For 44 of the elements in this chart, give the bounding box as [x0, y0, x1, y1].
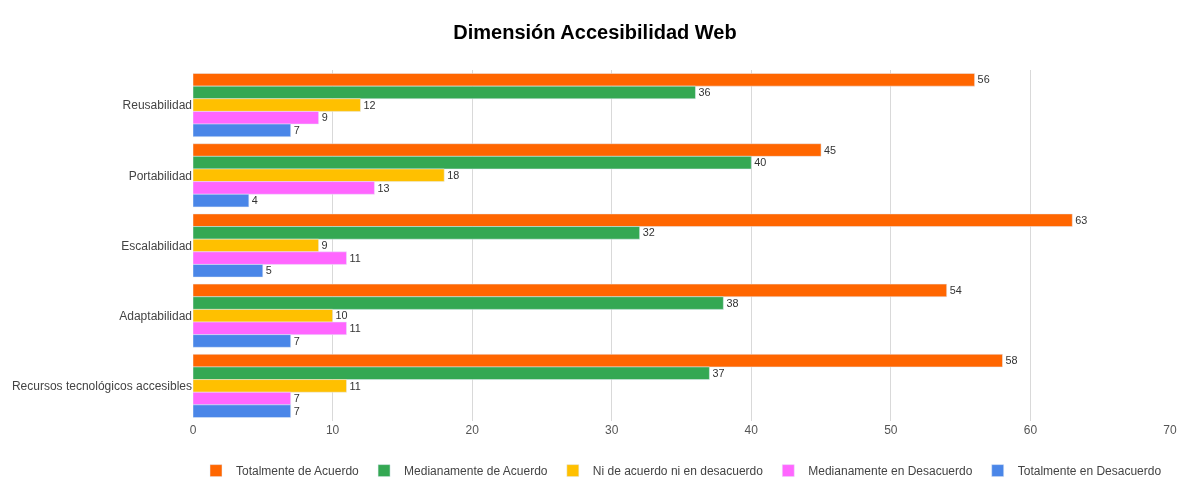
x-tick-label: 20	[465, 423, 480, 437]
data-label: 38	[726, 296, 739, 309]
data-label: 11	[349, 379, 361, 392]
legend-label: Totalmente en Desacuerdo	[1017, 464, 1162, 479]
data-label: 10	[335, 309, 348, 322]
data-label: 40	[754, 156, 767, 169]
y-tick-label: Adaptabilidad	[119, 308, 192, 323]
legend-label: Ni de acuerdo ni en desacuerdo	[592, 464, 764, 479]
x-tick-label: 40	[744, 423, 759, 437]
data-label: 7	[293, 404, 300, 417]
data-label: 7	[293, 123, 300, 136]
data-label: 58	[1005, 354, 1018, 367]
data-label: 32	[642, 226, 655, 239]
data-label: 13	[377, 181, 390, 194]
x-tick-label: 30	[605, 423, 619, 437]
x-tick-label: 50	[884, 423, 898, 437]
data-label: 9	[321, 239, 328, 252]
data-label: 4	[251, 194, 258, 207]
data-label: 37	[712, 366, 725, 379]
data-label: 11	[349, 251, 361, 264]
y-tick-label: Escalabilidad	[121, 238, 192, 253]
data-label: 63	[1075, 213, 1088, 226]
data-label: 5	[265, 264, 272, 277]
legend-label: Medianamente en Desacuerdo	[808, 464, 973, 479]
x-tick-label: 10	[325, 423, 340, 437]
x-tick-label: 70	[1163, 423, 1177, 437]
y-tick-label: Portabilidad	[128, 168, 192, 183]
chart-title: Dimensión Accesibilidad Web	[453, 20, 737, 43]
data-label: 18	[447, 168, 460, 181]
y-tick-label: Reusabilidad	[122, 98, 192, 113]
x-tick-label: 0	[189, 423, 197, 437]
legend-label: Medianamente de Acuerdo	[404, 464, 548, 479]
data-label: 7	[293, 392, 300, 405]
legend-label: Totalmente de Acuerdo	[236, 464, 360, 479]
data-label: 12	[363, 98, 376, 111]
data-label: 54	[949, 284, 962, 297]
data-label: 45	[824, 143, 837, 156]
x-tick-label: 60	[1023, 423, 1038, 437]
data-label: 7	[293, 334, 300, 347]
y-tick-label: Recursos tecnológicos accesibles	[11, 379, 192, 394]
data-label: 11	[349, 321, 361, 334]
data-label: 56	[977, 73, 990, 86]
data-label: 36	[698, 86, 711, 99]
data-label: 9	[321, 111, 328, 124]
